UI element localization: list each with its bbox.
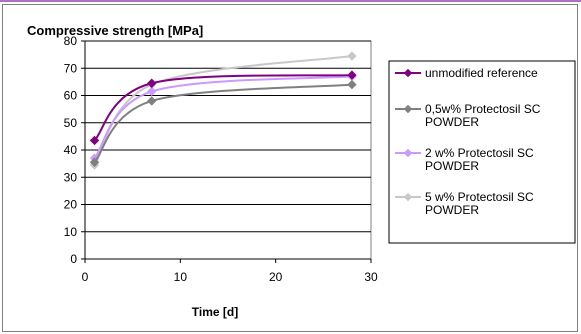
x-tick-label: 10: [174, 270, 188, 284]
x-tick-label: 0: [82, 270, 89, 284]
y-tick-label: 0: [70, 252, 77, 266]
y-tick-label: 30: [64, 170, 78, 184]
data-point: [347, 79, 357, 90]
series-3: [89, 71, 357, 163]
y-tick-label: 70: [64, 61, 78, 75]
legend-label: 2 w% Protectosil SC: [425, 146, 534, 160]
y-tick-label: 10: [64, 225, 78, 239]
legend-marker: [403, 192, 413, 202]
legend-label: unmodified reference: [425, 66, 538, 80]
gridlines: [84, 40, 372, 260]
data-point: [347, 70, 357, 80]
series-line: [93, 83, 353, 163]
chart-area: Compressive strength [MPa] 0 10 20 30 40 50 60…: [2, 4, 578, 332]
x-tick-label: 20: [269, 270, 283, 284]
legend-marker: [403, 68, 413, 78]
y-tick-label: 60: [64, 89, 78, 103]
data-point: [89, 135, 100, 146]
data-point: [147, 96, 157, 106]
series-line: [93, 75, 353, 159]
series-1: [89, 70, 357, 146]
legend-label: 0,5w% Protectosil SC: [425, 102, 541, 116]
legend: unmodified reference 0,5w% Protectosil SC…: [388, 60, 576, 244]
legend-marker: [403, 148, 413, 158]
y-tick-label: 80: [64, 34, 78, 48]
series-line: [93, 74, 352, 142]
x-axis-label: Time [d]: [192, 305, 238, 319]
legend-label: POWDER: [425, 203, 479, 217]
data-point: [89, 157, 100, 167]
data-point: [147, 86, 157, 97]
top-divider: [0, 0, 581, 2]
y-tick-label: 50: [64, 116, 78, 130]
x-tick-label: 30: [364, 270, 378, 284]
y-tick-label: 20: [64, 198, 78, 212]
axes: 0 10 20 30 40 50 60 70 80 0 10 20 30: [64, 34, 378, 284]
data-point: [347, 51, 357, 61]
legend-label: POWDER: [425, 159, 479, 173]
legend-marker: [403, 104, 413, 114]
series-2: [89, 79, 357, 167]
y-tick-label: 40: [64, 143, 78, 157]
data-point: [147, 78, 157, 88]
chart-svg: Compressive strength [MPa] 0 10 20 30 40 50 60…: [27, 23, 576, 319]
legend-label: 5 w% Protectosil SC: [425, 190, 534, 204]
chart-title: Compressive strength [MPa]: [27, 23, 203, 38]
series-lines: [89, 51, 357, 170]
legend-item-1: unmodified reference: [395, 66, 538, 80]
legend-label: POWDER: [425, 115, 479, 129]
